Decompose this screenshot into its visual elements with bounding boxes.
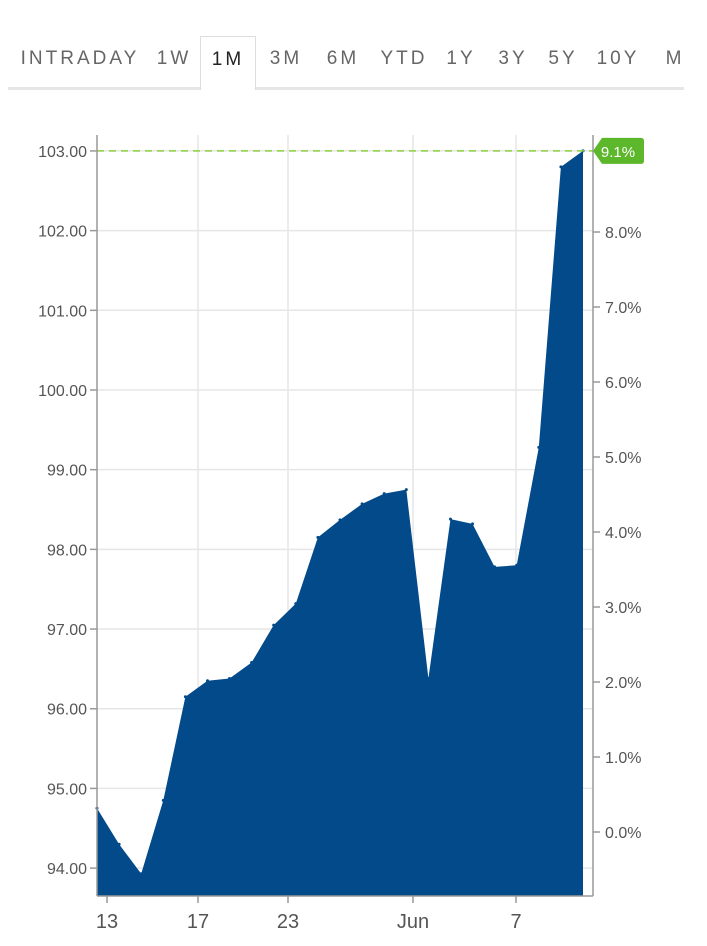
x-tick-label: 23 bbox=[277, 911, 299, 933]
tab-3m[interactable]: 3M bbox=[269, 48, 303, 69]
y-tick-label: 103.00 bbox=[38, 144, 87, 161]
y-tick-label: 94.00 bbox=[47, 861, 87, 878]
x-tick-label: 17 bbox=[187, 911, 209, 933]
y-right-tick-label: 2.0% bbox=[605, 675, 641, 692]
y-tick-label: 99.00 bbox=[47, 463, 87, 480]
data-point bbox=[515, 563, 519, 567]
data-point bbox=[161, 798, 165, 802]
y-tick-label: 95.00 bbox=[47, 781, 87, 798]
data-point bbox=[294, 602, 298, 606]
data-point bbox=[537, 445, 541, 449]
data-point bbox=[360, 502, 364, 506]
y-tick-label: 102.00 bbox=[38, 224, 87, 241]
y-tick-label: 96.00 bbox=[47, 702, 87, 719]
y-right-tick-label: 5.0% bbox=[605, 450, 641, 467]
y-right-tick-label: 6.0% bbox=[605, 375, 641, 392]
data-point bbox=[272, 623, 276, 627]
tab-1w[interactable]: 1W bbox=[156, 48, 192, 69]
y-tick-label: 101.00 bbox=[38, 303, 87, 320]
tab-1m[interactable]: 1M bbox=[200, 36, 256, 90]
price-area bbox=[97, 150, 583, 896]
y-right-tick-label: 4.0% bbox=[605, 525, 641, 542]
y-right-tick-label: 1.0% bbox=[605, 750, 641, 767]
data-point bbox=[250, 661, 254, 664]
last-change-badge bbox=[593, 137, 644, 164]
data-point bbox=[338, 518, 342, 522]
tab-3y[interactable]: 3Y bbox=[498, 48, 528, 69]
data-point bbox=[426, 677, 430, 680]
x-tick-label: 13 bbox=[96, 911, 118, 933]
data-point bbox=[206, 679, 209, 683]
y-right-tick-label: 7.0% bbox=[605, 300, 641, 317]
data-point bbox=[117, 842, 121, 846]
tab-6m[interactable]: 6M bbox=[326, 48, 360, 69]
x-tick-label: Jun bbox=[397, 911, 429, 933]
y-tick-label: 98.00 bbox=[47, 542, 87, 559]
tab-10y[interactable]: 10Y bbox=[596, 48, 640, 69]
y-right-tick-label: 8.0% bbox=[605, 225, 641, 242]
y-tick-label: 97.00 bbox=[47, 622, 87, 639]
data-point bbox=[471, 522, 474, 526]
y-tick-label: 100.00 bbox=[38, 383, 87, 400]
timeframe-tabs: INTRADAY 1W 1M 3M 6M YTD 1Y 3Y 5Y 10Y M bbox=[8, 36, 684, 90]
data-point bbox=[382, 492, 386, 496]
tab-ytd[interactable]: YTD bbox=[380, 48, 428, 69]
tab-intraday[interactable]: INTRADAY bbox=[20, 48, 140, 69]
data-point bbox=[449, 517, 452, 521]
data-point bbox=[559, 165, 563, 169]
data-point bbox=[139, 872, 143, 876]
data-point bbox=[404, 488, 408, 492]
y-right-tick-label: 0.0% bbox=[605, 825, 641, 842]
x-tick-label: 7 bbox=[510, 911, 521, 933]
tab-1y[interactable]: 1Y bbox=[446, 48, 476, 69]
tab-5y[interactable]: 5Y bbox=[548, 48, 578, 69]
data-point bbox=[228, 677, 231, 680]
y-right-tick-label: 3.0% bbox=[605, 600, 641, 617]
last-change-label: 9.1% bbox=[601, 144, 635, 161]
data-point bbox=[183, 695, 187, 699]
data-point bbox=[493, 565, 497, 569]
tab-m[interactable]: M bbox=[665, 48, 685, 69]
data-point bbox=[316, 535, 320, 539]
